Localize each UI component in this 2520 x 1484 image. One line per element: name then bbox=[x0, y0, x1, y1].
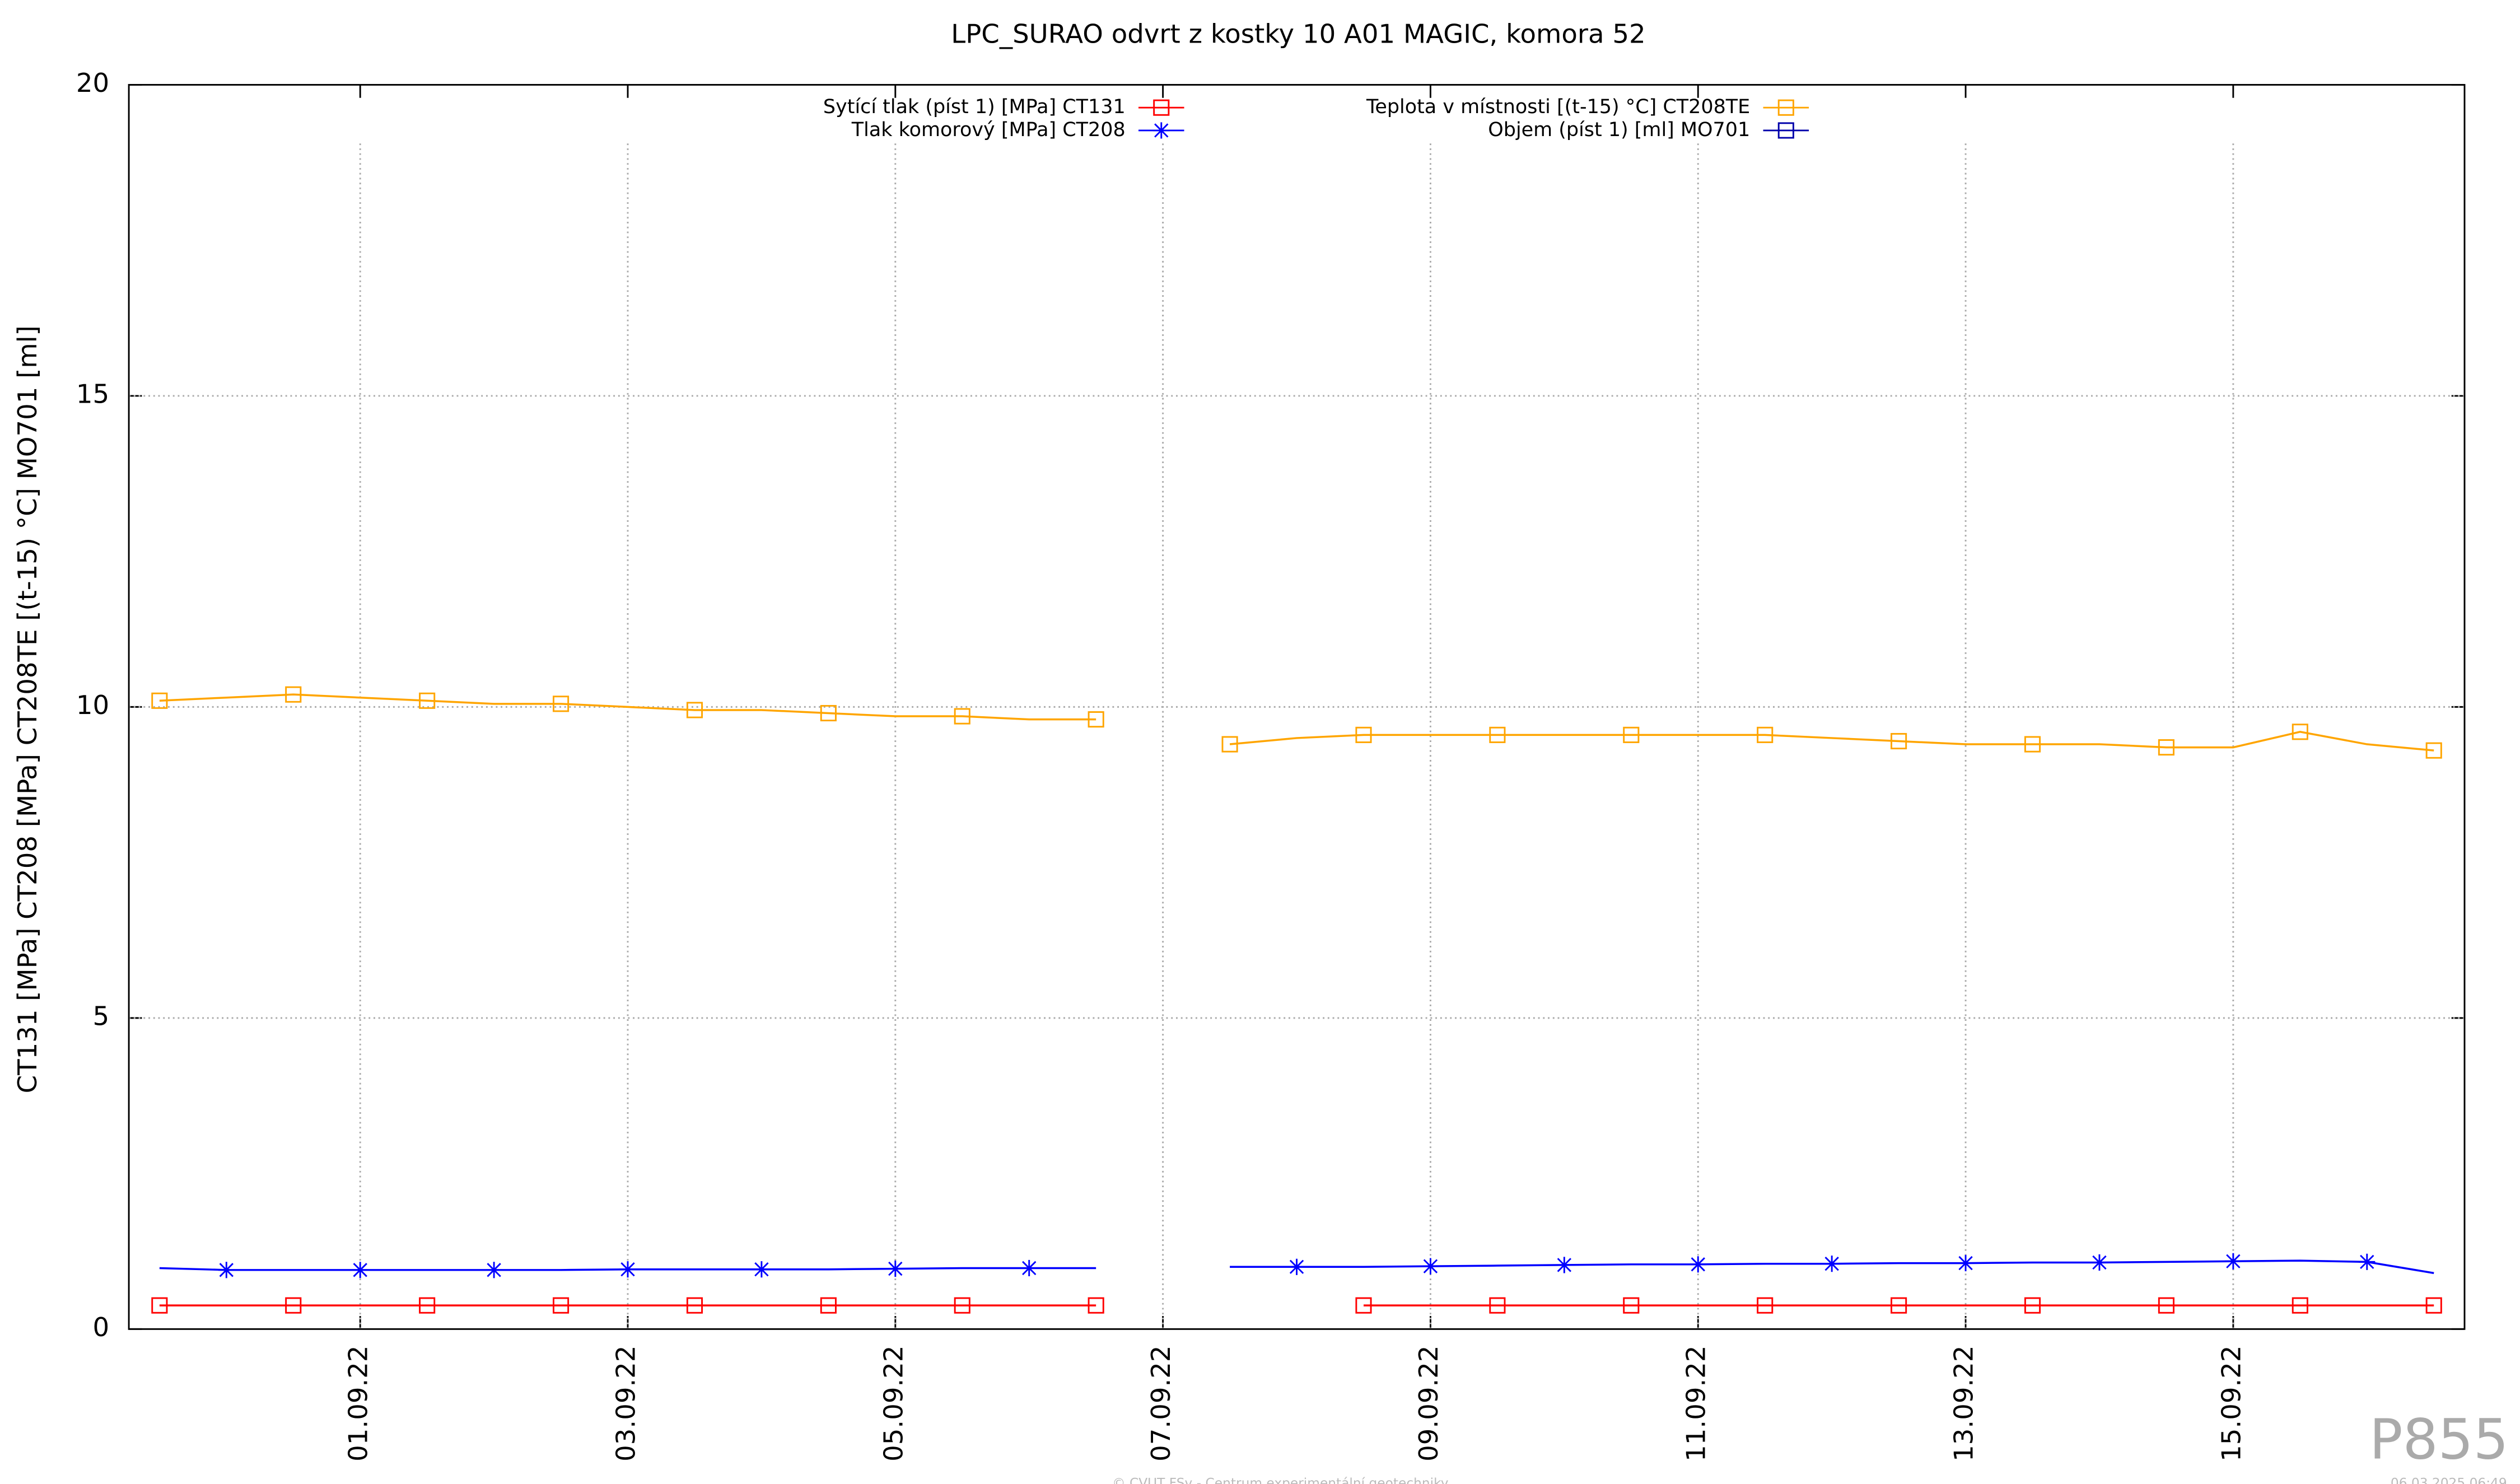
marker bbox=[1489, 726, 1506, 743]
timestamp: 06.03.2025 06:49 bbox=[2391, 1476, 2507, 1484]
x-tick-label: 03.09.22 bbox=[611, 1345, 641, 1461]
legend-label: Tlak komorový [MPa] CT208 bbox=[851, 119, 1126, 141]
marker bbox=[1355, 1297, 1372, 1314]
marker bbox=[285, 686, 302, 703]
marker bbox=[2024, 736, 2041, 753]
marker bbox=[954, 1297, 970, 1314]
marker bbox=[1355, 726, 1372, 743]
y-axis-label: CT131 [MPa] CT208 [MPa] CT208TE [(t-15) … bbox=[12, 325, 43, 1093]
marker bbox=[1288, 1258, 1305, 1275]
marker bbox=[1556, 1257, 1572, 1273]
marker bbox=[887, 1261, 904, 1277]
marker bbox=[419, 1297, 436, 1314]
marker bbox=[1623, 726, 1640, 743]
marker bbox=[1489, 1297, 1506, 1314]
marker bbox=[1422, 1258, 1439, 1275]
marker bbox=[619, 1261, 636, 1278]
marker bbox=[2225, 1253, 2242, 1270]
marker bbox=[1021, 1259, 1038, 1277]
legend-marker bbox=[1153, 99, 1170, 116]
x-tick-label: 09.09.22 bbox=[1413, 1345, 1444, 1461]
marker bbox=[552, 1297, 570, 1314]
marker bbox=[1221, 736, 1238, 753]
x-tick-label: 13.09.22 bbox=[1949, 1345, 1979, 1461]
credit: © CVUT FSv - Centrum experimentální geot… bbox=[1112, 1476, 1448, 1484]
x-tick-label: 01.09.22 bbox=[343, 1345, 374, 1461]
marker bbox=[1088, 1297, 1104, 1314]
marker bbox=[2425, 742, 2442, 759]
marker bbox=[352, 1262, 368, 1278]
legend-label: Teplota v místnosti [(t-15) °C] CT208TE bbox=[1366, 96, 1750, 118]
marker bbox=[1757, 726, 1774, 743]
marker bbox=[820, 1297, 837, 1314]
marker bbox=[2158, 1297, 2174, 1314]
marker bbox=[1623, 1297, 1640, 1314]
badge: P855 bbox=[2369, 1408, 2509, 1472]
marker bbox=[2158, 739, 2174, 756]
x-tick-label: 05.09.22 bbox=[878, 1345, 908, 1461]
legend-marker bbox=[1777, 99, 1794, 116]
marker bbox=[753, 1261, 770, 1278]
marker bbox=[1823, 1256, 1840, 1272]
legend-label: Objem (píst 1) [ml] MO701 bbox=[1488, 119, 1750, 141]
marker bbox=[2425, 1297, 2442, 1314]
marker bbox=[2024, 1297, 2041, 1314]
plot-frame bbox=[128, 83, 2466, 1330]
legend-marker bbox=[1777, 122, 1794, 139]
marker bbox=[151, 692, 168, 709]
marker bbox=[419, 692, 436, 709]
legend-label: Sytící tlak (píst 1) [MPa] CT131 bbox=[823, 96, 1126, 118]
marker bbox=[820, 704, 837, 722]
y-tick-label: 5 bbox=[93, 1001, 110, 1031]
marker bbox=[1891, 1297, 1907, 1314]
marker bbox=[1891, 732, 1907, 750]
marker bbox=[151, 1297, 168, 1314]
marker bbox=[1690, 1256, 1706, 1273]
y-tick-label: 10 bbox=[76, 690, 109, 720]
marker bbox=[686, 1297, 703, 1314]
marker bbox=[686, 702, 703, 718]
x-tick-label: 11.09.22 bbox=[1681, 1345, 1711, 1461]
y-tick-label: 20 bbox=[76, 68, 109, 98]
legend-marker bbox=[1153, 122, 1170, 139]
y-tick-label: 0 bbox=[93, 1312, 110, 1342]
series-line bbox=[1229, 731, 2434, 752]
marker bbox=[486, 1262, 502, 1278]
marker bbox=[1957, 1255, 1974, 1272]
marker bbox=[1757, 1297, 1774, 1314]
y-tick-label: 15 bbox=[76, 379, 109, 409]
series-line bbox=[159, 693, 1096, 721]
x-tick-label: 15.09.22 bbox=[2216, 1345, 2246, 1461]
marker bbox=[954, 708, 970, 725]
marker bbox=[2292, 724, 2308, 740]
chart-title: LPC_SURAO odvrt z kostky 10 A01 MAGIC, k… bbox=[951, 19, 1645, 49]
marker bbox=[285, 1297, 302, 1314]
marker bbox=[2292, 1297, 2308, 1314]
x-tick-label: 07.09.22 bbox=[1146, 1345, 1176, 1461]
marker bbox=[552, 696, 570, 712]
marker bbox=[218, 1262, 235, 1278]
marker bbox=[2091, 1254, 2108, 1271]
marker bbox=[1088, 711, 1104, 728]
marker bbox=[2359, 1253, 2376, 1270]
